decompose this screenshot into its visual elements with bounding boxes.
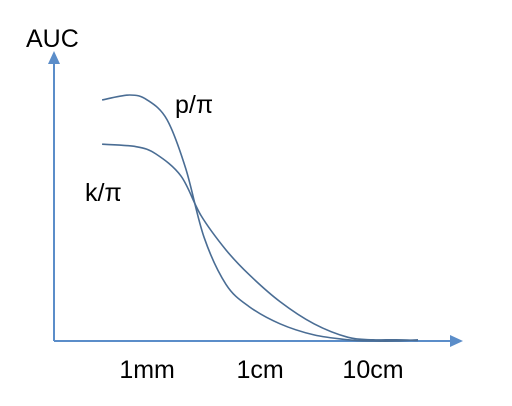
x-tick-label-0: 1mm xyxy=(119,356,175,384)
x-tick-labels: 1mm 1cm 10cm xyxy=(119,356,403,384)
series-label-1: k/π xyxy=(85,179,122,207)
series-label-0: p/π xyxy=(175,91,213,119)
x-axis-arrowhead xyxy=(450,335,463,347)
y-axis-arrowhead xyxy=(48,51,60,64)
series-line-0 xyxy=(101,94,419,342)
series-labels: p/π k/π xyxy=(85,91,213,207)
series-line-1 xyxy=(102,143,419,342)
x-tick-label-1: 1cm xyxy=(236,356,283,384)
series-layer xyxy=(101,94,419,342)
y-axis-label: AUC xyxy=(26,25,79,53)
x-tick-label-2: 10cm xyxy=(342,356,403,384)
